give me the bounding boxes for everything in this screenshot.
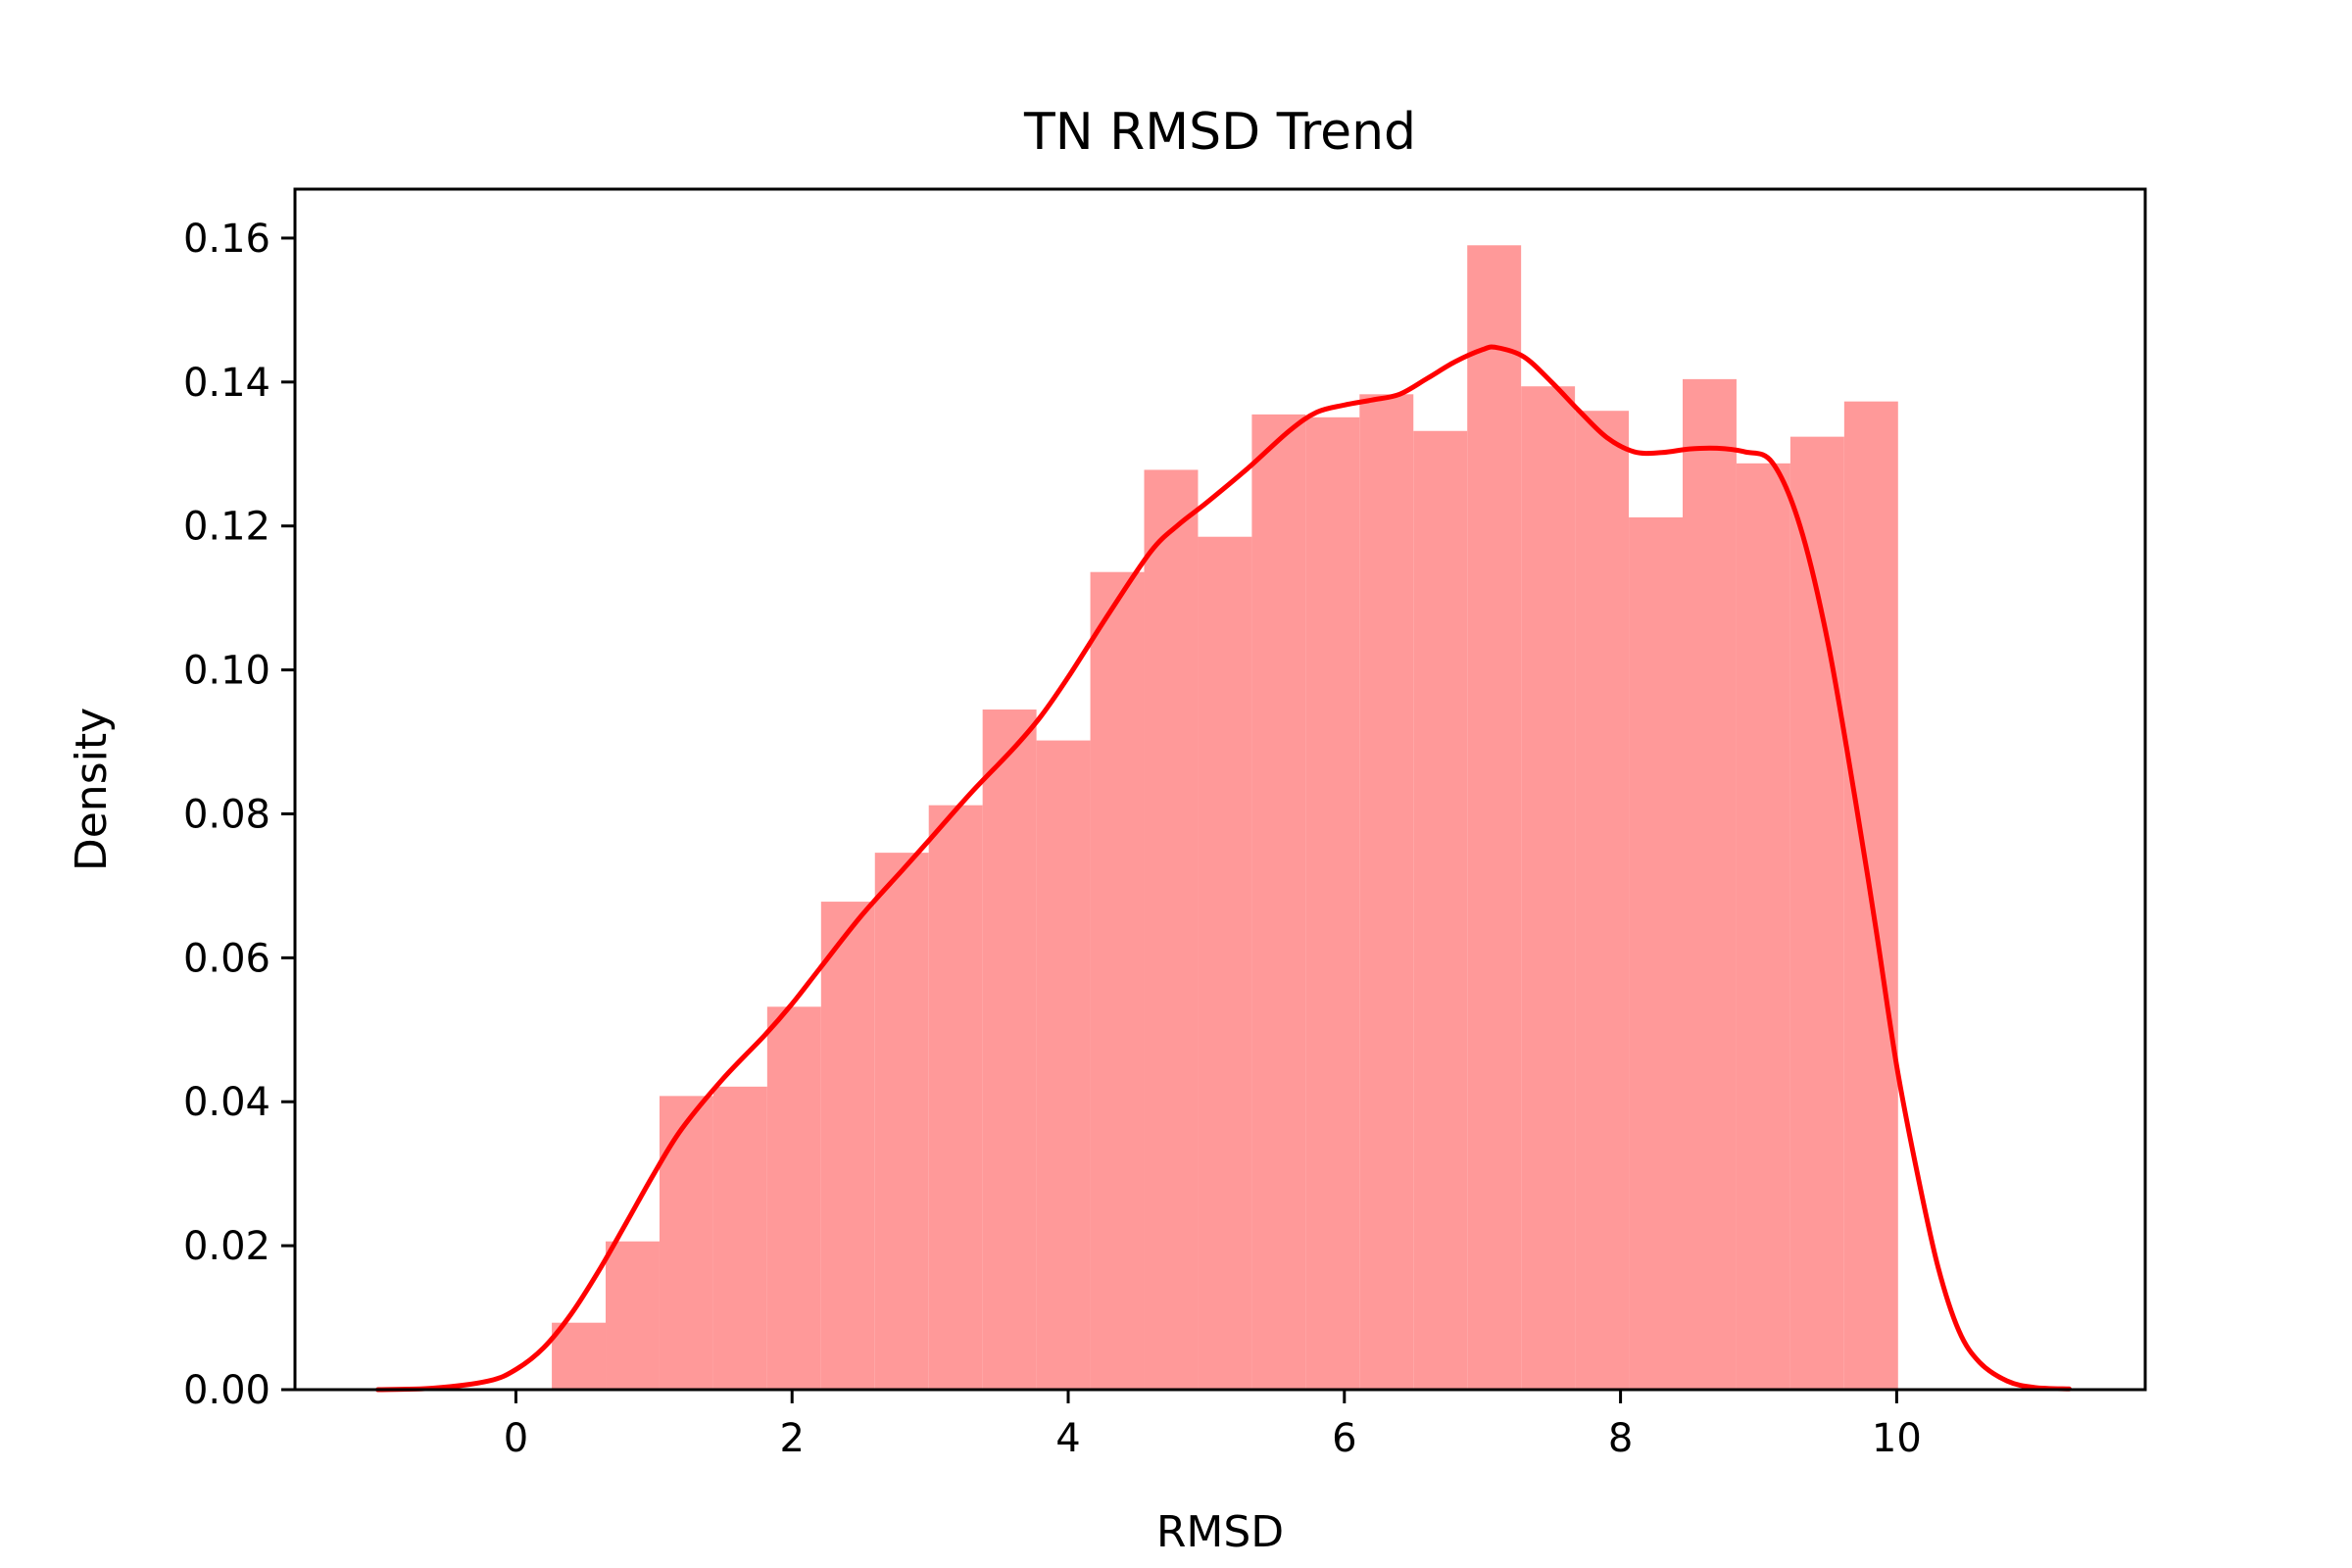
histogram-bar [1629, 516, 1683, 1390]
y-tick-label: 0.12 [183, 505, 270, 550]
histogram-bar [552, 1322, 607, 1390]
y-tick-label: 0.06 [183, 936, 270, 981]
kde-line [375, 344, 2073, 1393]
x-tick-label: 2 [779, 1416, 804, 1461]
histogram-bar [820, 902, 875, 1390]
histogram-bar [1789, 436, 1844, 1390]
histogram-bar [1413, 430, 1468, 1391]
y-tick-label: 0.02 [183, 1224, 270, 1269]
histogram-bar [928, 805, 983, 1390]
y-axis-ticks: 0.00 0.02 0.04 0.06 0.08 0.10 0.12 0.14 0.16 [183, 217, 295, 1413]
y-axis-label: Density [67, 708, 117, 871]
histogram-bar [1198, 536, 1252, 1390]
histogram-bar [1575, 411, 1630, 1390]
histogram-bar [659, 1096, 713, 1390]
axes-frame [293, 187, 2147, 1392]
x-axis-label: RMSD [1156, 1507, 1284, 1557]
histogram-bar [1521, 386, 1576, 1390]
histogram-bar [874, 853, 929, 1390]
histogram-bar [1683, 378, 1737, 1390]
histogram-bar [766, 1006, 821, 1390]
x-tick-label: 8 [1608, 1416, 1633, 1461]
histogram-bar [1467, 245, 1522, 1390]
histogram-bar [1251, 414, 1306, 1390]
x-tick-label: 10 [1872, 1416, 1922, 1461]
y-tick-label: 0.14 [183, 361, 270, 406]
histogram-bar [1090, 571, 1145, 1390]
histogram-bar [1036, 740, 1091, 1390]
kde-curve-layer [375, 344, 2073, 1393]
y-tick-label: 0.10 [183, 649, 270, 694]
y-tick-label: 0.04 [183, 1080, 270, 1125]
y-tick-label: 0.08 [183, 792, 270, 837]
x-tick-label: 4 [1055, 1416, 1080, 1461]
histogram-bars [552, 245, 1898, 1391]
histogram-bar [1305, 416, 1360, 1391]
histogram-bar [982, 709, 1037, 1390]
histogram-bar [1144, 469, 1199, 1390]
x-tick-label: 6 [1332, 1416, 1356, 1461]
y-tick-label: 0.00 [183, 1368, 270, 1413]
histogram-bar [712, 1086, 767, 1390]
y-tick-label: 0.16 [183, 217, 270, 262]
x-tick-label: 0 [504, 1416, 528, 1461]
chart-title: TN RMSD Trend [1023, 103, 1416, 162]
x-axis-ticks: 0 2 4 6 8 10 [504, 1390, 1922, 1461]
histogram-bar [606, 1241, 660, 1390]
histogram-bar [1736, 463, 1790, 1390]
histogram-bar [1359, 394, 1414, 1390]
